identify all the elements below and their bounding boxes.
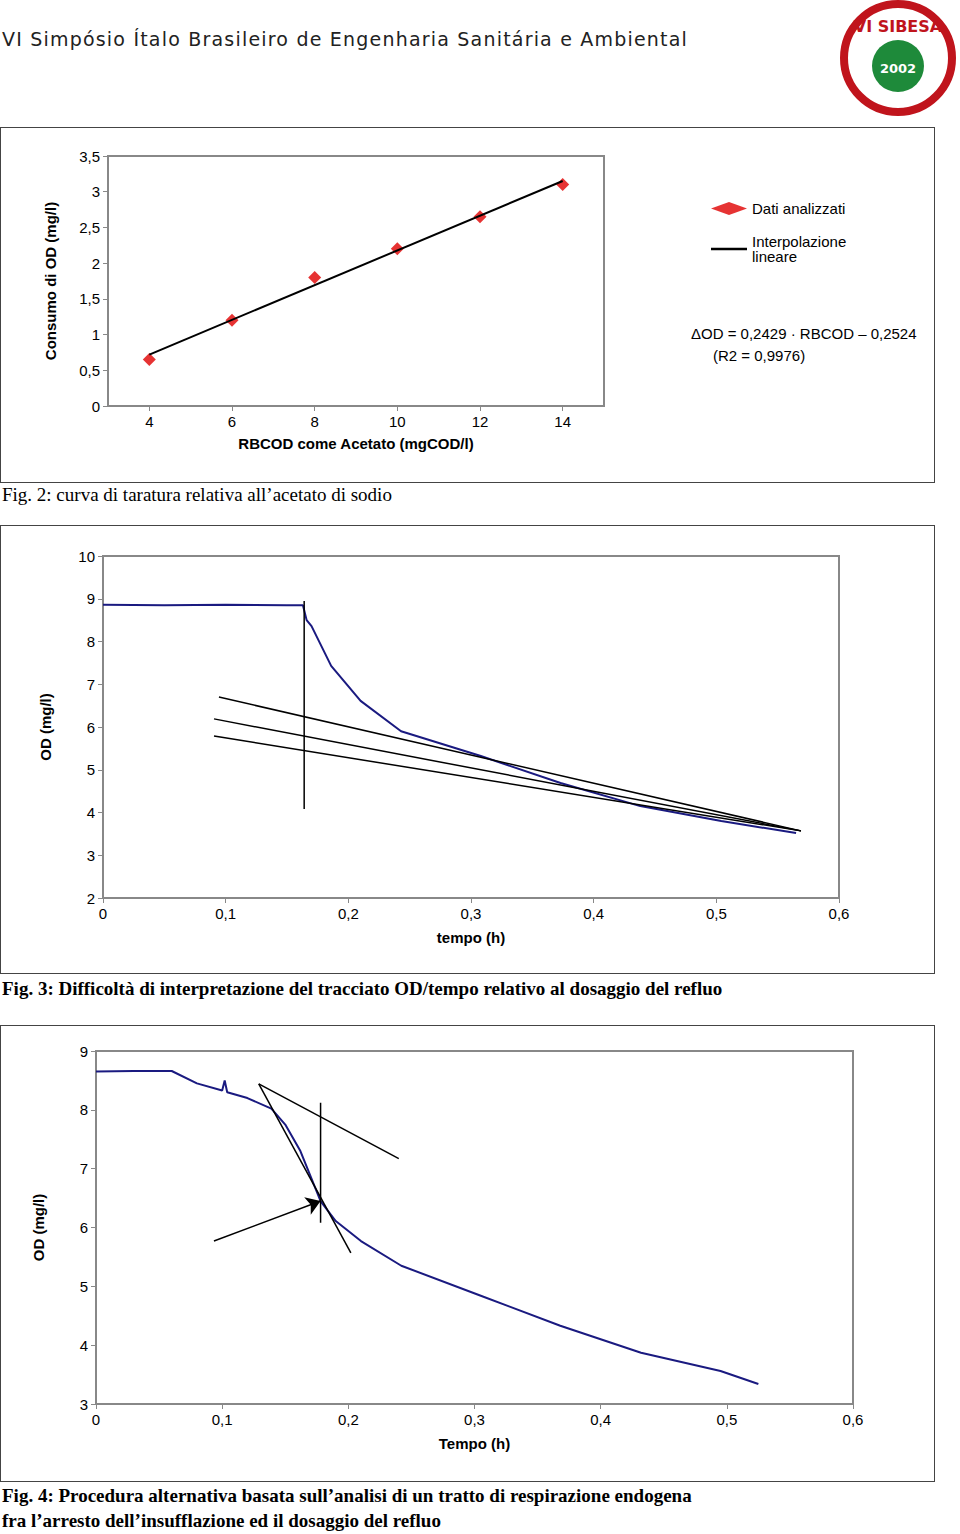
svg-text:0,6: 0,6 <box>829 905 850 922</box>
svg-text:0,5: 0,5 <box>716 1411 737 1428</box>
svg-text:9: 9 <box>87 590 95 607</box>
svg-text:5: 5 <box>80 1278 88 1295</box>
svg-text:10: 10 <box>78 548 95 565</box>
svg-text:RBCOD come Acetato (mgCOD/l): RBCOD come Acetato (mgCOD/l) <box>238 435 473 452</box>
svg-text:ΔOD = 0,2429 · RBCOD – 0,2524: ΔOD = 0,2429 · RBCOD – 0,2524 <box>691 325 917 342</box>
svg-text:8: 8 <box>80 1101 88 1118</box>
svg-text:2: 2 <box>92 255 100 272</box>
svg-text:8: 8 <box>310 413 318 430</box>
svg-text:Interpolazione: Interpolazione <box>752 233 851 250</box>
svg-text:0,5: 0,5 <box>79 362 100 379</box>
svg-text:6: 6 <box>228 413 236 430</box>
svg-text:0,6: 0,6 <box>843 1411 864 1428</box>
svg-text:4: 4 <box>87 804 95 821</box>
svg-text:Dati analizzati: Dati analizzati <box>752 200 845 217</box>
svg-text:tempo (h): tempo (h) <box>437 929 505 946</box>
html-text:fra l’arresto dell’insufflazio: fra l’arresto dell’insufflazione ed il d… <box>2 1510 441 1531</box>
svg-text:0,1: 0,1 <box>212 1411 233 1428</box>
svg-text:6: 6 <box>80 1219 88 1236</box>
svg-text:1,5: 1,5 <box>79 290 100 307</box>
svg-text:Tempo (h): Tempo (h) <box>439 1435 510 1452</box>
svg-text:0: 0 <box>99 905 107 922</box>
svg-text:9: 9 <box>80 1043 88 1060</box>
svg-text:3: 3 <box>80 1396 88 1413</box>
html-text:Fig. 2: curva di taratura rela: Fig. 2: curva di taratura relativa all’a… <box>2 484 392 505</box>
svg-text:4: 4 <box>145 413 153 430</box>
svg-text:VI SIBESA: VI SIBESA <box>854 17 943 36</box>
svg-text:3: 3 <box>87 847 95 864</box>
svg-text:OD (mg/l): OD (mg/l) <box>30 1194 47 1262</box>
svg-text:Consumo di OD (mg/l): Consumo di OD (mg/l) <box>42 202 59 360</box>
svg-text:OD (mg/l): OD (mg/l) <box>37 693 54 761</box>
html-text:Fig. 3: Difficoltà di interpre: Fig. 3: Difficoltà di interpretazione de… <box>2 978 723 999</box>
svg-text:8: 8 <box>87 633 95 650</box>
svg-text:0,4: 0,4 <box>583 905 604 922</box>
svg-text:5: 5 <box>87 761 95 778</box>
svg-text:0,5: 0,5 <box>706 905 727 922</box>
svg-text:0,2: 0,2 <box>338 1411 359 1428</box>
svg-text:0,3: 0,3 <box>461 905 482 922</box>
svg-text:12: 12 <box>472 413 489 430</box>
svg-text:7: 7 <box>80 1160 88 1177</box>
svg-text:0,3: 0,3 <box>464 1411 485 1428</box>
svg-text:4: 4 <box>80 1337 88 1354</box>
svg-text:0: 0 <box>92 398 100 415</box>
html-text:Fig. 4: Procedura alternativa: Fig. 4: Procedura alternativa basata sul… <box>2 1485 692 1506</box>
svg-text:2002: 2002 <box>880 61 916 76</box>
svg-text:3: 3 <box>92 183 100 200</box>
svg-text:0,1: 0,1 <box>215 905 236 922</box>
html-text:VI Simpósio Ítalo Brasileiro d: VI Simpósio Ítalo Brasileiro de Engenhar… <box>2 28 689 50</box>
svg-text:0,2: 0,2 <box>338 905 359 922</box>
svg-text:3,5: 3,5 <box>79 148 100 165</box>
svg-text:0: 0 <box>92 1411 100 1428</box>
svg-text:(R2 = 0,9976): (R2 = 0,9976) <box>713 347 805 364</box>
svg-text:14: 14 <box>554 413 571 430</box>
svg-text:2,5: 2,5 <box>79 219 100 236</box>
svg-text:2: 2 <box>87 890 95 907</box>
svg-text:10: 10 <box>389 413 406 430</box>
svg-text:1: 1 <box>92 326 100 343</box>
svg-text:lineare: lineare <box>752 248 797 265</box>
svg-text:7: 7 <box>87 676 95 693</box>
svg-text:6: 6 <box>87 719 95 736</box>
svg-text:0,4: 0,4 <box>590 1411 611 1428</box>
